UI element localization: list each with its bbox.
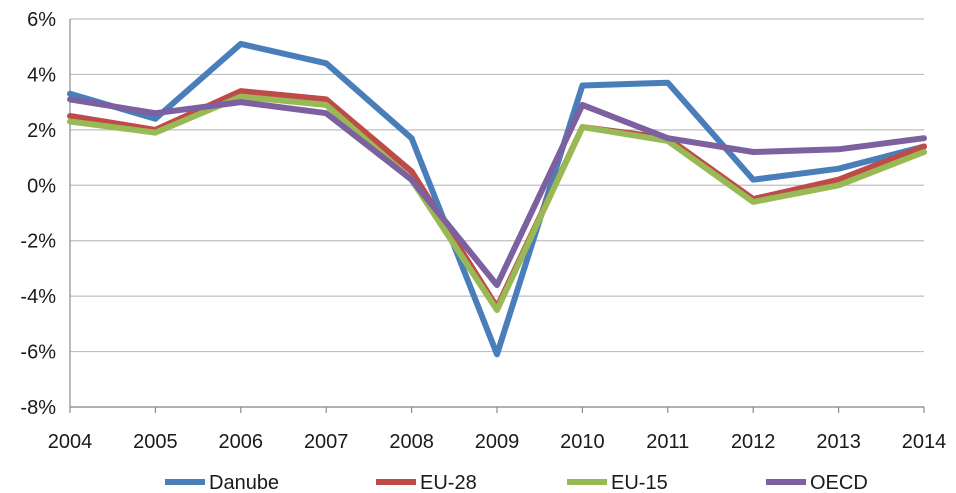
x-tick-label: 2005 [133,431,178,453]
grid [70,18,924,408]
x-tick-label: 2012 [731,431,776,453]
y-tick-label: -8% [20,397,56,419]
x-tick-label: 2014 [902,431,947,453]
series-line-eu-28 [67,88,927,311]
legend-label: Danube [209,472,279,493]
legend: Danube EU-28 EU-15 OECD [165,472,868,493]
legend-item-oecd: OECD [766,472,868,493]
y-tick-label: -6% [20,342,56,364]
legend-item-eu-15: EU-15 [567,472,668,493]
x-tick-label: 2011 [646,431,689,453]
series-group [67,40,927,358]
series-line-eu-15 [67,93,927,313]
y-tick-label: 2% [27,120,56,142]
legend-label: OECD [810,472,868,493]
legend-label: EU-28 [420,472,477,493]
x-tick-label: 2008 [389,431,434,453]
x-tick-label: 2013 [816,431,861,453]
x-tick-label: 2006 [219,431,264,453]
x-tick-label: 2004 [48,431,93,453]
y-tick-label: -2% [20,231,56,253]
series-line-oecd [67,96,927,289]
legend-item-eu-28: EU-28 [376,472,477,493]
y-axis: 6% 4% 2% 0% -2% -4% -6% -8% [20,9,71,419]
x-tick-label: 2010 [560,431,605,453]
y-tick-label: 4% [27,64,56,86]
x-tick-label: 2009 [475,431,520,453]
x-axis: 2004 2005 2006 2007 2008 2009 2010 2011 2012 2013… [48,406,947,453]
y-tick-label: 0% [27,175,56,197]
y-tick-label: -4% [20,286,56,308]
legend-item-danube: Danube [165,472,279,493]
x-tick-label: 2007 [304,431,349,453]
series-line-danube [67,40,927,358]
y-tick-label: 6% [27,9,56,31]
legend-label: EU-15 [611,472,668,493]
